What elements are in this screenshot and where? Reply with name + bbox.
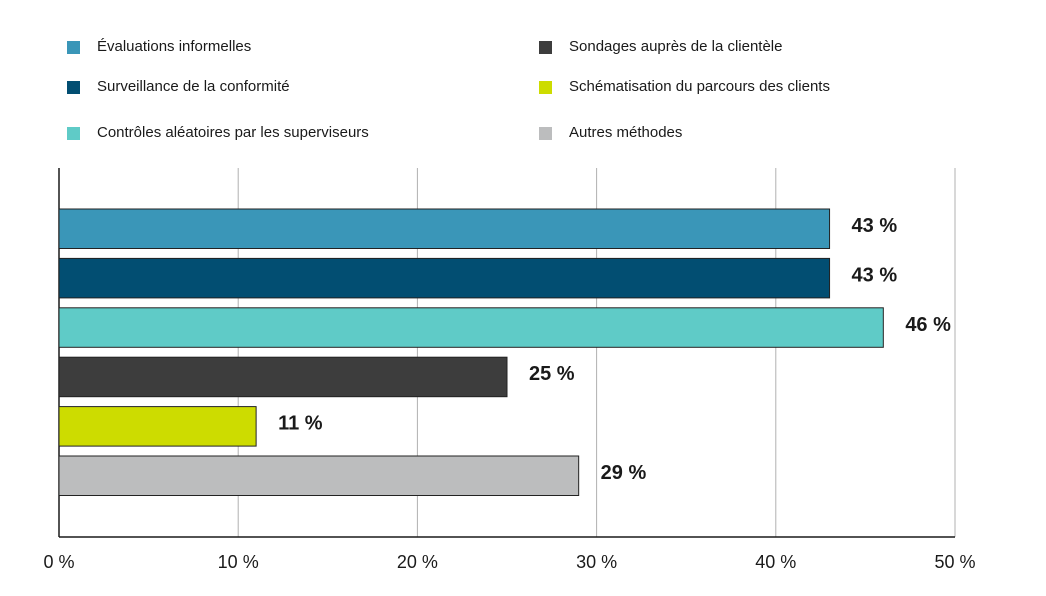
legend-label: Contrôles aléatoires par les superviseur… — [97, 124, 369, 141]
bar — [58, 455, 580, 496]
x-tick-label: 30 % — [576, 552, 617, 572]
x-tick-label: 50 % — [934, 552, 975, 572]
x-tick-label: 0 % — [43, 552, 74, 572]
bar — [58, 356, 508, 398]
legend-label: Évaluations informelles — [97, 38, 251, 55]
bar — [58, 208, 831, 249]
bar — [58, 406, 257, 447]
x-tick-label: 40 % — [755, 552, 796, 572]
legend-swatch — [539, 127, 552, 140]
bar — [58, 307, 884, 348]
data-label: 46 % — [905, 314, 951, 336]
x-tick-label: 10 % — [218, 552, 259, 572]
legend-swatch — [67, 41, 80, 54]
data-label: 25 % — [529, 363, 575, 385]
data-label: 43 % — [852, 264, 898, 286]
legend-label: Surveillance de la conformité — [97, 78, 290, 95]
x-tick-label: 20 % — [397, 552, 438, 572]
legend-swatch — [67, 127, 80, 140]
legend-swatch — [67, 81, 80, 94]
data-label: 43 % — [852, 215, 898, 237]
legend-label: Autres méthodes — [569, 124, 682, 141]
legend-label: Sondages auprès de la clientèle — [569, 38, 783, 55]
data-label: 11 % — [278, 413, 323, 435]
legend-swatch — [539, 81, 552, 94]
bar — [58, 257, 831, 299]
legend-swatch — [539, 41, 552, 54]
legend-label: Schématisation du parcours des clients — [569, 78, 830, 95]
data-label: 29 % — [601, 462, 647, 484]
